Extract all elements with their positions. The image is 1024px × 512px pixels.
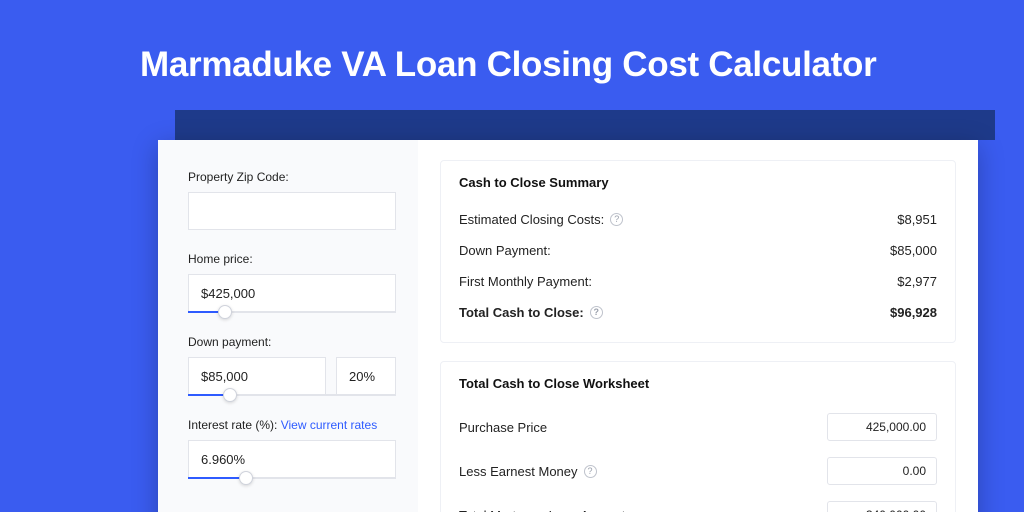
summary-row-value: $8,951	[897, 212, 937, 227]
worksheet-row: Less Earnest Money?	[459, 449, 937, 493]
down-payment-label: Down payment:	[188, 335, 396, 349]
slider-track	[188, 477, 396, 479]
worksheet-value-input[interactable]	[827, 501, 937, 512]
summary-row: First Monthly Payment: $2,977	[459, 266, 937, 297]
help-icon[interactable]: ?	[610, 213, 623, 226]
summary-row: Down Payment: $85,000	[459, 235, 937, 266]
summary-row-label: Total Cash to Close:?	[459, 305, 603, 320]
summary-row-label: Estimated Closing Costs:?	[459, 212, 623, 227]
help-icon[interactable]: ?	[590, 306, 603, 319]
worksheet-title: Total Cash to Close Worksheet	[459, 376, 937, 391]
down-payment-slider[interactable]	[188, 394, 396, 396]
header-banner	[175, 110, 995, 140]
zip-input[interactable]	[188, 192, 396, 230]
form-column: Property Zip Code: Home price: Down paym…	[158, 140, 418, 512]
summary-row: Total Cash to Close:? $96,928	[459, 297, 937, 328]
worksheet-row-label: Total Mortgage Loan Amount	[459, 508, 625, 512]
worksheet-row: Total Mortgage Loan Amount	[459, 493, 937, 512]
interest-rate-field-block: Interest rate (%): View current rates	[188, 418, 396, 479]
worksheet-rows: Purchase Price Less Earnest Money? Total M…	[459, 405, 937, 512]
summary-row-label: First Monthly Payment:	[459, 274, 592, 289]
zip-label: Property Zip Code:	[188, 170, 396, 184]
down-payment-field-block: Down payment:	[188, 335, 396, 396]
worksheet-value-input[interactable]	[827, 457, 937, 485]
summary-row-value: $96,928	[890, 305, 937, 320]
down-payment-pct-input[interactable]	[336, 357, 396, 395]
home-price-label: Home price:	[188, 252, 396, 266]
summary-row-value: $85,000	[890, 243, 937, 258]
view-rates-link[interactable]: View current rates	[281, 418, 378, 432]
slider-fill	[188, 477, 246, 479]
slider-thumb[interactable]	[218, 305, 232, 319]
slider-thumb[interactable]	[223, 388, 237, 402]
down-payment-input[interactable]	[188, 357, 326, 395]
summary-row-label: Down Payment:	[459, 243, 551, 258]
zip-field-block: Property Zip Code:	[188, 170, 396, 230]
help-icon[interactable]: ?	[584, 465, 597, 478]
summary-row: Estimated Closing Costs:? $8,951	[459, 204, 937, 235]
home-price-slider[interactable]	[188, 311, 396, 313]
summary-rows: Estimated Closing Costs:? $8,951 Down Paym…	[459, 204, 937, 328]
results-column: Cash to Close Summary Estimated Closing …	[418, 140, 978, 512]
summary-title: Cash to Close Summary	[459, 175, 937, 190]
interest-rate-label: Interest rate (%): View current rates	[188, 418, 396, 432]
interest-rate-input[interactable]	[188, 440, 396, 478]
interest-rate-slider[interactable]	[188, 477, 396, 479]
worksheet-row: Purchase Price	[459, 405, 937, 449]
slider-thumb[interactable]	[239, 471, 253, 485]
calculator-card: Property Zip Code: Home price: Down paym…	[158, 140, 978, 512]
worksheet-panel: Total Cash to Close Worksheet Purchase P…	[440, 361, 956, 512]
summary-panel: Cash to Close Summary Estimated Closing …	[440, 160, 956, 343]
interest-rate-label-text: Interest rate (%):	[188, 418, 281, 432]
page-title: Marmaduke VA Loan Closing Cost Calculato…	[140, 45, 876, 85]
worksheet-value-input[interactable]	[827, 413, 937, 441]
worksheet-row-label: Purchase Price	[459, 420, 547, 435]
home-price-field-block: Home price:	[188, 252, 396, 313]
summary-row-value: $2,977	[897, 274, 937, 289]
slider-track	[188, 394, 396, 396]
worksheet-row-label: Less Earnest Money?	[459, 464, 597, 479]
